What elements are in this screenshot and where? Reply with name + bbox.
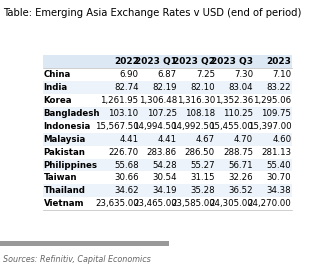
Text: 15,567.50: 15,567.50: [95, 122, 139, 130]
Text: 54.28: 54.28: [152, 161, 177, 170]
Text: 286.50: 286.50: [185, 147, 215, 156]
Text: 15,455.00: 15,455.00: [209, 122, 253, 130]
Text: 1,261.95: 1,261.95: [100, 96, 139, 105]
Text: 55.27: 55.27: [190, 161, 215, 170]
Text: 34.38: 34.38: [266, 186, 291, 195]
Text: India: India: [44, 83, 68, 92]
Bar: [43, 185, 292, 197]
Text: 24,270.00: 24,270.00: [248, 199, 291, 208]
Text: Malaysia: Malaysia: [44, 135, 86, 144]
Text: Sources: Refinitiv, Capital Economics: Sources: Refinitiv, Capital Economics: [3, 255, 150, 264]
Text: 34.62: 34.62: [114, 186, 139, 195]
Bar: [43, 81, 292, 94]
Text: 2023 Q3: 2023 Q3: [211, 57, 253, 66]
Text: 288.75: 288.75: [223, 147, 253, 156]
Text: 6.90: 6.90: [120, 70, 139, 79]
Text: 1,306.48: 1,306.48: [138, 96, 177, 105]
Text: 83.04: 83.04: [228, 83, 253, 92]
Text: 82.10: 82.10: [190, 83, 215, 92]
Text: 2023 Q2: 2023 Q2: [173, 57, 215, 66]
Text: Philippines: Philippines: [44, 161, 98, 170]
Text: 2023 Q1: 2023 Q1: [135, 57, 177, 66]
Text: China: China: [44, 70, 71, 79]
Text: 82.19: 82.19: [152, 83, 177, 92]
Bar: [43, 94, 292, 107]
Text: 1,316.30: 1,316.30: [177, 96, 215, 105]
Text: Pakistan: Pakistan: [44, 147, 85, 156]
Text: 4.67: 4.67: [196, 135, 215, 144]
Text: Taiwan: Taiwan: [44, 173, 77, 182]
Text: 82.74: 82.74: [114, 83, 139, 92]
Text: 30.70: 30.70: [266, 173, 291, 182]
Text: 4.41: 4.41: [120, 135, 139, 144]
Text: 30.54: 30.54: [152, 173, 177, 182]
Text: Indonesia: Indonesia: [44, 122, 91, 130]
Bar: [43, 55, 292, 68]
Text: 109.75: 109.75: [261, 109, 291, 118]
Text: 14,994.50: 14,994.50: [133, 122, 177, 130]
Bar: [43, 133, 292, 146]
Bar: [43, 171, 292, 185]
Text: Table: Emerging Asia Exchange Rates v USD (end of period): Table: Emerging Asia Exchange Rates v US…: [3, 8, 301, 18]
Text: 34.19: 34.19: [152, 186, 177, 195]
Text: 23,465.00: 23,465.00: [133, 199, 177, 208]
Text: 15,397.00: 15,397.00: [248, 122, 291, 130]
Text: 2023: 2023: [266, 57, 291, 66]
Text: 108.18: 108.18: [185, 109, 215, 118]
Text: 23,585.00: 23,585.00: [171, 199, 215, 208]
Text: 1,352.36: 1,352.36: [215, 96, 253, 105]
Text: 107.25: 107.25: [147, 109, 177, 118]
Text: 283.86: 283.86: [147, 147, 177, 156]
Text: 1,295.06: 1,295.06: [253, 96, 291, 105]
Bar: [43, 197, 292, 210]
Bar: [43, 68, 292, 81]
Text: 30.66: 30.66: [114, 173, 139, 182]
Text: 32.26: 32.26: [228, 173, 253, 182]
Text: 83.22: 83.22: [266, 83, 291, 92]
Bar: [43, 159, 292, 171]
Text: 4.41: 4.41: [158, 135, 177, 144]
Text: 4.70: 4.70: [234, 135, 253, 144]
Text: 31.15: 31.15: [190, 173, 215, 182]
Text: Bangladesh: Bangladesh: [44, 109, 100, 118]
Text: 56.71: 56.71: [228, 161, 253, 170]
Text: 23,635.00: 23,635.00: [95, 199, 139, 208]
Text: 55.40: 55.40: [266, 161, 291, 170]
Text: 35.28: 35.28: [190, 186, 215, 195]
Text: 4.60: 4.60: [272, 135, 291, 144]
Text: 55.68: 55.68: [114, 161, 139, 170]
Bar: [43, 120, 292, 133]
Text: 226.70: 226.70: [109, 147, 139, 156]
Text: 24,305.00: 24,305.00: [209, 199, 253, 208]
Text: 7.30: 7.30: [234, 70, 253, 79]
Bar: [43, 146, 292, 159]
Text: 7.10: 7.10: [272, 70, 291, 79]
Text: 2022: 2022: [114, 57, 139, 66]
Text: 14,992.50: 14,992.50: [172, 122, 215, 130]
Text: Korea: Korea: [44, 96, 72, 105]
Text: 110.25: 110.25: [223, 109, 253, 118]
Text: 7.25: 7.25: [196, 70, 215, 79]
Bar: [43, 107, 292, 120]
Text: 36.52: 36.52: [228, 186, 253, 195]
Text: 103.10: 103.10: [109, 109, 139, 118]
Text: 281.13: 281.13: [261, 147, 291, 156]
Text: 6.87: 6.87: [158, 70, 177, 79]
Text: Vietnam: Vietnam: [44, 199, 84, 208]
Text: Thailand: Thailand: [44, 186, 85, 195]
